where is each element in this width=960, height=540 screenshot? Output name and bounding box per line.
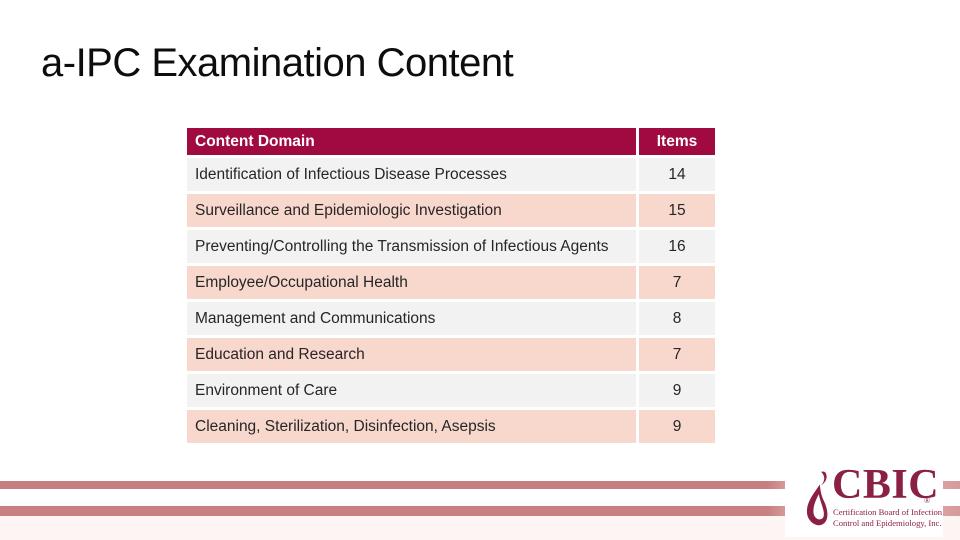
items-cell: 15 (639, 194, 715, 227)
column-header-domain: Content Domain (187, 128, 636, 155)
items-cell: 7 (639, 338, 715, 371)
table-row: Employee/Occupational Health 7 (187, 266, 715, 299)
decorative-stripe-bottom (0, 506, 960, 516)
table-row: Preventing/Controlling the Transmission … (187, 230, 715, 263)
header-row: Content Domain Items (187, 128, 715, 155)
exam-content-table: Content Domain Items Identification of I… (184, 125, 718, 446)
table-body: Identification of Infectious Disease Pro… (187, 158, 715, 443)
domain-cell: Environment of Care (187, 374, 636, 407)
items-cell: 8 (639, 302, 715, 335)
cbic-tagline-line1: Certification Board of Infection (833, 507, 943, 517)
page-title: a-IPC Examination Content (41, 41, 514, 85)
cbic-tagline-line2: Control and Epidemiology, Inc. (833, 517, 942, 528)
cbic-logo: CBIC ® Certification Board of Infection … (785, 463, 943, 537)
table-row: Management and Communications 8 (187, 302, 715, 335)
domain-cell: Education and Research (187, 338, 636, 371)
table-row: Identification of Infectious Disease Pro… (187, 158, 715, 191)
domain-cell: Management and Communications (187, 302, 636, 335)
domain-cell: Employee/Occupational Health (187, 266, 636, 299)
domain-cell: Identification of Infectious Disease Pro… (187, 158, 636, 191)
items-cell: 9 (639, 374, 715, 407)
items-cell: 14 (639, 158, 715, 191)
table-row: Surveillance and Epidemiologic Investiga… (187, 194, 715, 227)
domain-cell: Surveillance and Epidemiologic Investiga… (187, 194, 636, 227)
domain-cell: Cleaning, Sterilization, Disinfection, A… (187, 410, 636, 443)
cbic-wordmark: CBIC (832, 462, 940, 508)
cbic-tagline: Certification Board of Infection Control… (833, 507, 942, 528)
domain-cell: Preventing/Controlling the Transmission … (187, 230, 636, 263)
column-header-items: Items (639, 128, 715, 155)
cbic-flame-icon (806, 471, 828, 526)
items-cell: 9 (639, 410, 715, 443)
table-row: Environment of Care 9 (187, 374, 715, 407)
table-header: Content Domain Items (187, 128, 715, 155)
table-row: Cleaning, Sterilization, Disinfection, A… (187, 410, 715, 443)
table-row: Education and Research 7 (187, 338, 715, 371)
items-cell: 16 (639, 230, 715, 263)
decorative-stripe-top (0, 481, 960, 489)
items-cell: 7 (639, 266, 715, 299)
registered-trademark-icon: ® (924, 496, 931, 505)
